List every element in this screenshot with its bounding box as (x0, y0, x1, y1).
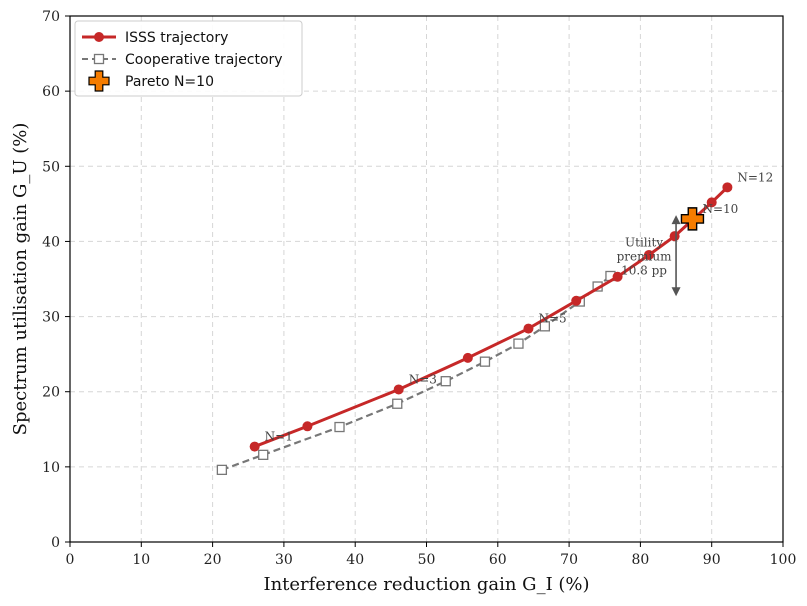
data-point-cooperative (216, 464, 228, 476)
data-point-isss (302, 421, 313, 432)
x-tick-label: 100 (770, 552, 797, 568)
data-point-cooperative (513, 338, 524, 349)
premium-annotation-line: Utility (625, 236, 663, 250)
x-tick-label: 70 (560, 552, 578, 568)
data-point-cooperative (392, 398, 403, 409)
premium-arrow-head-up (671, 215, 681, 225)
point-annotation: N=5 (538, 312, 566, 326)
point-annotation: N=12 (737, 170, 773, 184)
data-point-isss (462, 352, 473, 363)
data-point-isss (722, 182, 733, 193)
data-point-isss (571, 295, 582, 306)
y-axis: 0 10 20 30 40 50 60 70 (42, 9, 70, 551)
data-point-isss (249, 441, 260, 452)
x-tick-label: 40 (346, 552, 364, 568)
data-point-cooperative (334, 421, 345, 433)
data-point-isss (643, 249, 654, 260)
y-tick-label: 0 (51, 535, 60, 551)
legend: ISSS trajectory Cooperative trajectory P… (74, 20, 303, 97)
data-point-cooperative (479, 356, 491, 367)
x-axis: 0 10 20 30 40 50 60 70 80 90 100 (66, 542, 797, 568)
legend-label-isss: ISSS trajectory (125, 30, 228, 46)
y-tick-label: 20 (42, 385, 60, 401)
x-tick-label: 10 (132, 552, 150, 568)
y-tick-label: 70 (42, 9, 60, 25)
data-point-cooperative (440, 376, 451, 387)
premium-arrow-head-down (671, 287, 681, 297)
premium-annotation: Utility premium 10.8 pp (617, 236, 672, 278)
data-point-isss (706, 197, 717, 208)
y-axis-label: Spectrum utilisation gain G_U (%) (10, 123, 31, 436)
x-tick-label: 90 (703, 552, 721, 568)
y-tick-label: 30 (42, 310, 60, 326)
x-tick-label: 30 (275, 552, 293, 568)
x-tick-label: 0 (66, 552, 75, 568)
legend-label-pareto: Pareto N=10 (125, 74, 214, 90)
data-point-cooperative (258, 449, 269, 460)
legend-label-coop: Cooperative trajectory (125, 52, 283, 68)
pareto-layer (680, 207, 705, 231)
y-tick-label: 60 (42, 84, 60, 100)
legend-marker-isss (94, 32, 104, 42)
x-axis-label: Interference reduction gain G_I (%) (263, 574, 589, 595)
data-point-isss (669, 231, 680, 242)
point-annotation: N=1 (265, 430, 293, 444)
annotation-layer: N=1 N=3 N=5 N=10 N=12 Utility premium 10.8 pp (265, 170, 774, 443)
point-annotation: N=3 (409, 372, 437, 386)
x-tick-label: 60 (489, 552, 507, 568)
premium-annotation-line: 10.8 pp (621, 264, 667, 278)
data-point-isss (612, 271, 623, 282)
premium-annotation-line: premium (617, 250, 672, 264)
y-tick-label: 10 (42, 460, 60, 476)
legend-box (74, 20, 303, 97)
x-tick-label: 80 (631, 552, 649, 568)
data-point-isss (393, 384, 404, 395)
legend-marker-pareto (88, 70, 110, 92)
y-tick-label: 40 (42, 234, 60, 250)
data-point-cooperative (539, 321, 551, 332)
series-layer (216, 182, 733, 476)
x-tick-label: 20 (204, 552, 222, 568)
y-tick-label: 50 (42, 159, 60, 175)
pareto-marker (680, 207, 705, 231)
point-annotation: N=10 (702, 202, 738, 216)
x-tick-label: 50 (418, 552, 436, 568)
data-point-isss (523, 323, 534, 334)
legend-marker-coop (93, 53, 105, 65)
